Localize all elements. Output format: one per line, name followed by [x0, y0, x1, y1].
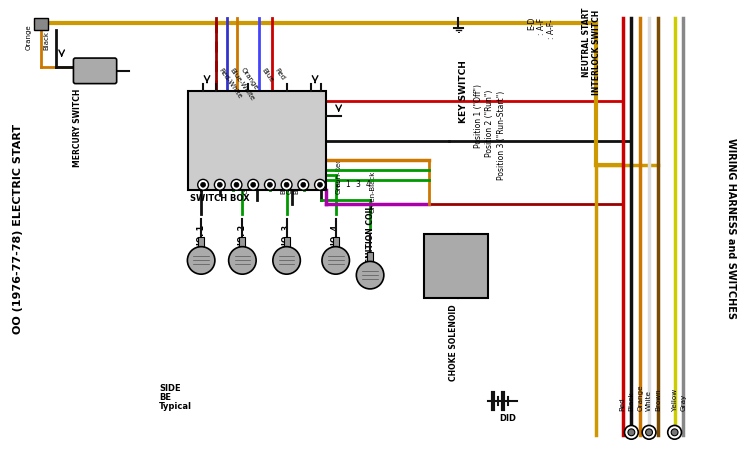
Text: Black: Black — [210, 167, 216, 186]
Text: Brown: Brown — [655, 388, 661, 411]
Text: Position 1 ("Off"): Position 1 ("Off") — [474, 84, 483, 148]
Text: Green-White: Green-White — [286, 150, 292, 194]
Text: 3: 3 — [356, 180, 360, 189]
Bar — [239, 237, 245, 249]
Text: CYL. NO. 3: CYL. NO. 3 — [282, 225, 291, 270]
Bar — [198, 237, 204, 249]
Text: WIRING HARNESS and SWITCHES: WIRING HARNESS and SWITCHES — [725, 139, 736, 320]
Text: Black: Black — [280, 175, 286, 194]
Circle shape — [231, 180, 242, 190]
Circle shape — [198, 180, 208, 190]
Text: Black: Black — [190, 167, 196, 186]
Circle shape — [217, 182, 222, 187]
Circle shape — [646, 429, 652, 436]
Text: KEY SWITCH: KEY SWITCH — [459, 60, 468, 123]
Text: CHOKE SOLENOID: CHOKE SOLENOID — [449, 305, 458, 381]
Bar — [188, 91, 326, 190]
Circle shape — [214, 180, 225, 190]
Text: 2: 2 — [336, 180, 340, 189]
Circle shape — [268, 182, 272, 187]
Text: BE: BE — [159, 393, 171, 402]
Bar — [284, 237, 290, 249]
Text: Blue-White: Blue-White — [229, 67, 256, 102]
Text: Black: Black — [628, 391, 634, 411]
Text: OO (1976-77-78) ELECTRIC START: OO (1976-77-78) ELECTRIC START — [13, 124, 23, 334]
Circle shape — [251, 182, 256, 187]
Text: Orange: Orange — [239, 67, 259, 91]
Circle shape — [201, 182, 206, 187]
Text: Black: Black — [293, 175, 299, 194]
Text: E-D: E-D — [528, 16, 537, 30]
Circle shape — [281, 180, 292, 190]
Text: Yellow: Yellow — [671, 389, 677, 411]
Text: Position 2 ("Run"): Position 2 ("Run") — [485, 89, 494, 157]
Text: Black: Black — [248, 167, 254, 186]
Circle shape — [314, 180, 326, 190]
Text: SIDE: SIDE — [159, 384, 181, 393]
Text: NEUTRAL START: NEUTRAL START — [582, 8, 591, 77]
Text: Red-White: Red-White — [217, 67, 243, 99]
Circle shape — [671, 429, 678, 436]
Text: CYL. NO. 2: CYL. NO. 2 — [238, 225, 247, 270]
Circle shape — [642, 425, 656, 439]
Text: Orange: Orange — [638, 384, 644, 411]
Circle shape — [234, 182, 239, 187]
Circle shape — [625, 425, 638, 439]
Text: Red: Red — [274, 67, 286, 81]
Circle shape — [668, 425, 682, 439]
Text: Red: Red — [620, 397, 626, 411]
Text: Gray: Gray — [680, 393, 686, 411]
Circle shape — [628, 429, 634, 436]
Text: 1: 1 — [346, 180, 350, 189]
Circle shape — [229, 247, 256, 274]
Bar — [333, 237, 339, 249]
Bar — [368, 252, 373, 263]
Circle shape — [356, 261, 384, 289]
Circle shape — [322, 247, 350, 274]
Text: Position 3 ("Run-Start"): Position 3 ("Run-Start") — [497, 91, 506, 180]
Text: Orange: Orange — [26, 25, 32, 50]
Text: Typical: Typical — [159, 402, 192, 411]
Circle shape — [301, 182, 306, 187]
Circle shape — [317, 182, 322, 187]
Circle shape — [188, 247, 215, 274]
Text: : A-F-: : A-F- — [548, 19, 556, 40]
Text: DID: DID — [499, 414, 516, 423]
Text: Black: Black — [43, 31, 49, 50]
Bar — [34, 18, 48, 30]
Text: 4: 4 — [365, 180, 370, 189]
FancyBboxPatch shape — [74, 58, 117, 84]
Text: IGNITION COIL: IGNITION COIL — [365, 205, 374, 267]
Circle shape — [265, 180, 275, 190]
Circle shape — [284, 182, 289, 187]
Circle shape — [248, 180, 259, 190]
Text: : A-F: : A-F — [538, 18, 547, 35]
Circle shape — [298, 180, 309, 190]
Text: Green-Red: Green-Red — [336, 157, 342, 194]
Text: CYL. NO. 4: CYL. NO. 4 — [332, 225, 340, 270]
Text: Green-Black: Green-Black — [370, 171, 376, 213]
Bar — [424, 234, 488, 298]
Text: INTERLOCK SWITCH: INTERLOCK SWITCH — [592, 9, 601, 95]
Text: White: White — [646, 390, 652, 411]
Text: MERCURY SWITCH: MERCURY SWITCH — [73, 89, 82, 167]
Circle shape — [273, 247, 300, 274]
Text: Green: Green — [242, 172, 248, 194]
Text: CYL. NO. 1: CYL. NO. 1 — [196, 225, 206, 270]
Text: SWITCH BOX: SWITCH BOX — [190, 194, 250, 203]
Text: Blue: Blue — [261, 67, 274, 83]
